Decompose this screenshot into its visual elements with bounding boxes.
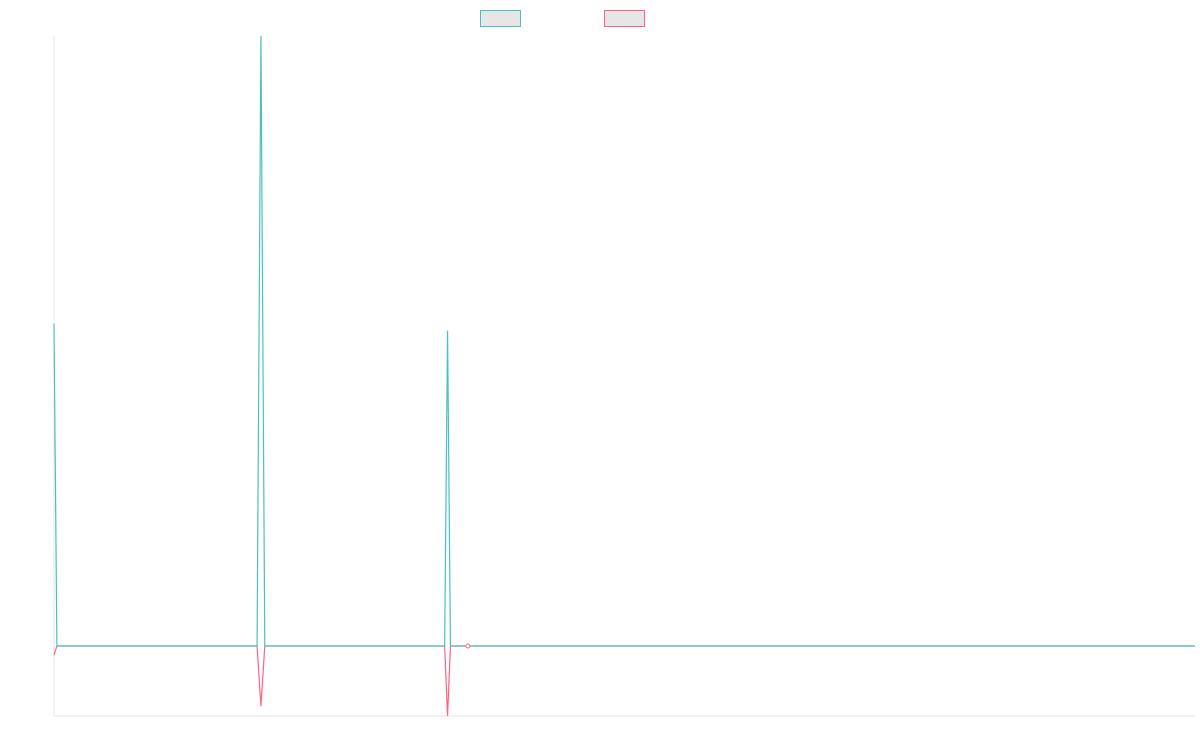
chart-marker-layer — [465, 643, 471, 649]
series-line-2 — [53, 645, 1195, 717]
legend-swatch-2 — [604, 10, 645, 27]
legend-swatch-1 — [480, 10, 521, 27]
legend-item-2[interactable] — [604, 10, 645, 27]
chart-axes — [53, 36, 1195, 717]
data-point-marker-1 — [465, 643, 471, 649]
chart-series-layer — [53, 35, 1195, 717]
legend-item-1[interactable] — [480, 10, 521, 27]
chart-legend — [480, 10, 645, 27]
series-line-1 — [53, 35, 1195, 647]
